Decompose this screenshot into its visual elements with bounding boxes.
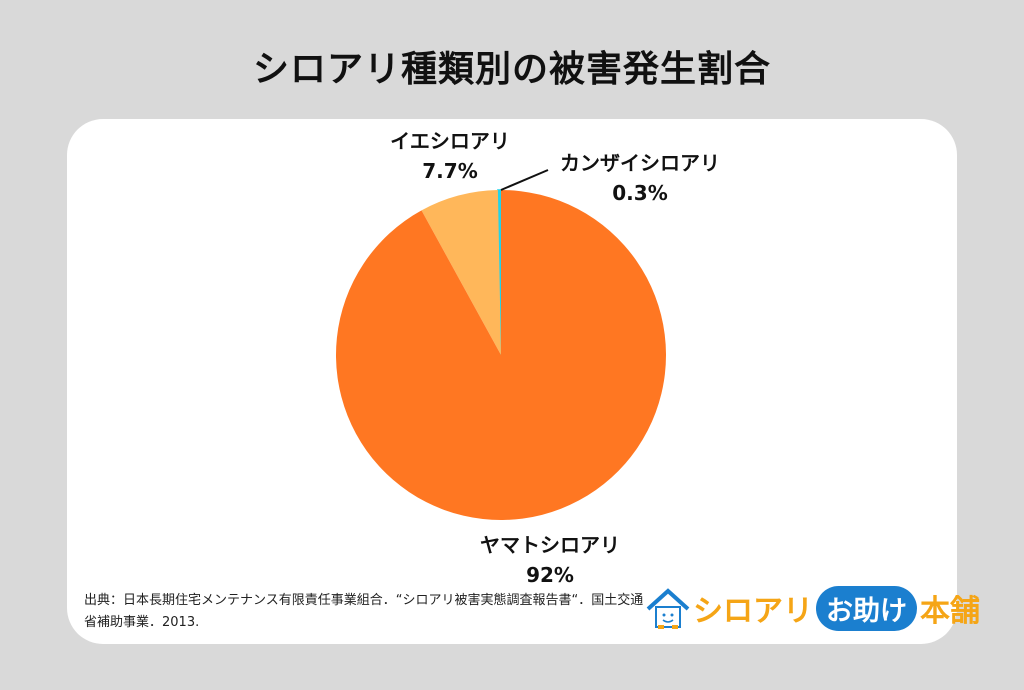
label-yamatoshiroari: ヤマトシロアリ 92% [460,530,640,590]
label-kanzaishiroari: カンザイシロアリ 0.3% [540,148,740,208]
chart-title: シロアリ種類別の被害発生割合 [252,49,771,90]
logo-text-shiroari: シロアリ [693,594,813,629]
slice-value: 0.3% [612,181,668,205]
slice-value: 92% [526,563,574,587]
pie-slice-0 [335,190,667,520]
label-iesiroari: イエシロアリ 7.7% [370,126,530,186]
slice-label: ヤマトシロアリ [480,533,620,557]
pie-slice-1 [421,190,501,355]
kansai-leader-line [500,169,549,191]
slice-label: イエシロアリ [390,129,510,153]
slice-label: カンザイシロアリ [560,151,720,175]
logo-text-otasuke: お助け [816,585,917,631]
house-mascot-icon [646,588,690,629]
slice-value: 7.7% [422,159,478,183]
brand-logo[interactable]: シロアリ お助け 本舗 [643,583,980,633]
logo-text-honpo: 本舗 [920,594,980,629]
pie-slice-2 [497,189,502,356]
source-citation: 出典：日本長期住宅メンテナンス有限責任事業組合．“シロアリ被害実態調査報告書“．… [84,593,644,630]
